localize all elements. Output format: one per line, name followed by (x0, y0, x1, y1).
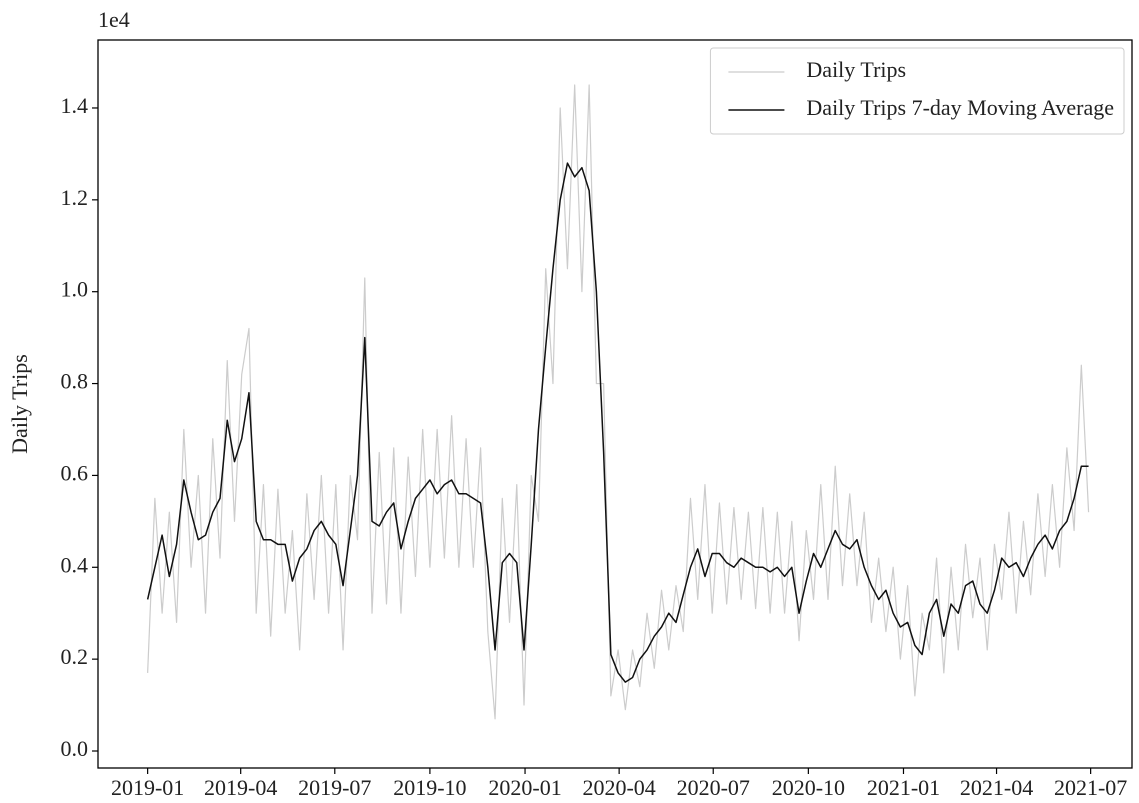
legend-label: Daily Trips 7-day Moving Average (806, 95, 1114, 120)
y-tick-label: 0.8 (61, 369, 89, 394)
y-tick-label: 0.6 (61, 460, 89, 485)
x-tick-label: 2020-10 (772, 775, 845, 800)
x-tick-label: 2020-07 (677, 775, 750, 800)
series-line (147, 84, 1090, 720)
y-tick-label: 0.2 (61, 644, 89, 669)
x-tick-label: 2020-01 (488, 775, 561, 800)
x-tick-label: 2020-04 (582, 775, 655, 800)
x-tick-label: 2021-01 (867, 775, 940, 800)
y-tick-label: 1.0 (61, 277, 89, 302)
x-tick-label: 2019-07 (298, 775, 371, 800)
x-tick-label: 2019-10 (393, 775, 466, 800)
y-tick-label: 1.2 (61, 185, 89, 210)
y-axis-label: Daily Trips (7, 354, 32, 454)
x-tick-label: 2021-04 (960, 775, 1033, 800)
plot-frame (97, 39, 1133, 769)
legend-box (709, 47, 1125, 135)
y-tick-label: 0.0 (61, 736, 89, 761)
x-tick-label: 2021-07 (1054, 775, 1127, 800)
x-tick-label: 2019-04 (204, 775, 277, 800)
series-line (146, 162, 1089, 683)
y-tick-label: 0.4 (61, 552, 89, 577)
legend: Daily Trips Daily Trips 7-day Moving Aver… (709, 47, 1125, 135)
y-tick-label: 1.4 (61, 93, 89, 118)
x-tick-label: 2019-01 (111, 775, 184, 800)
legend-label: Daily Trips (806, 57, 906, 82)
y-offset-label: 1e4 (98, 7, 130, 32)
